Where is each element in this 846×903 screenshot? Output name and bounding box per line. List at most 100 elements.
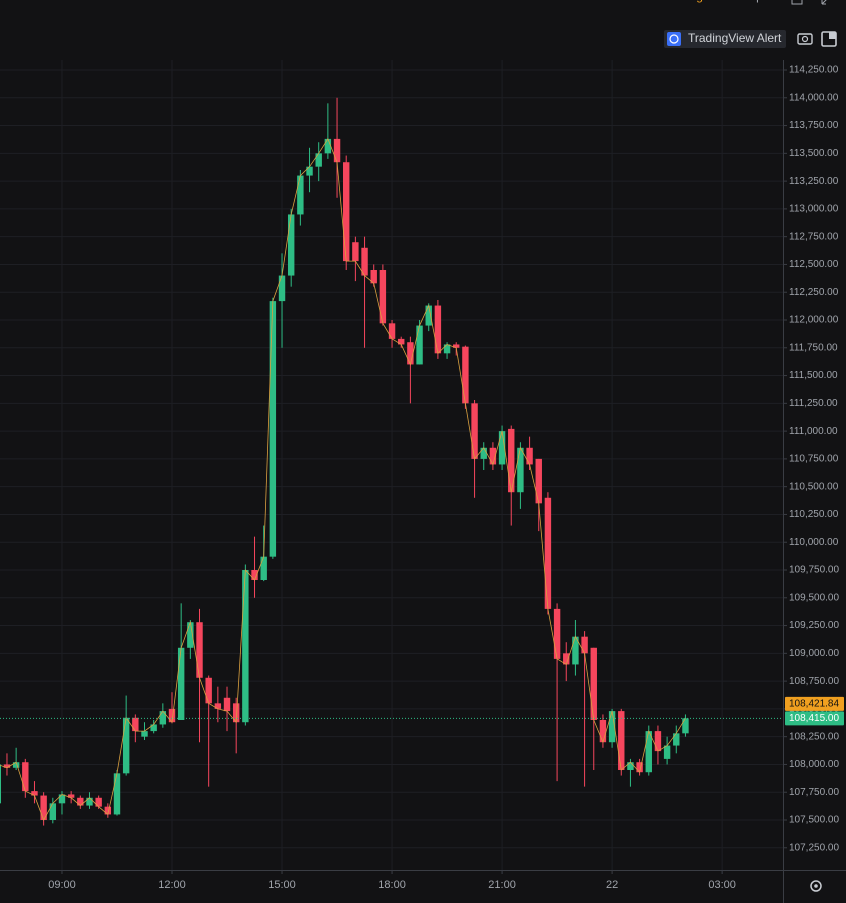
camera-lens [801,35,809,43]
y-tick-label: 110,000.00 [789,537,839,548]
expand-icon[interactable] [821,0,830,5]
y-tick-label: 110,250.00 [789,509,839,520]
x-tick-label: 22 [606,879,618,891]
y-tick-label: 109,750.00 [789,565,839,576]
candle-body [544,497,552,609]
y-tick-label: 111,500.00 [789,370,838,381]
view-tab[interactable]: Standard [602,0,651,3]
candle-body [645,731,652,773]
candle-body [489,447,497,465]
grid [0,60,783,870]
candles [0,97,689,826]
candle-body [77,797,84,806]
candle-body [141,731,148,737]
candle-body [471,403,478,459]
candle-body [526,447,533,465]
candle-body [196,622,203,678]
candle-body [508,428,515,493]
price-label-box [785,696,844,711]
candle-body [159,711,167,725]
y-tick-label: 107,500.00 [789,815,839,826]
candle-body [673,733,680,746]
candle-body [581,636,588,654]
candle-body [132,717,139,732]
y-tick-label: 113,250.00 [789,176,839,187]
x-tick-label: 21:00 [488,879,516,891]
candle-body [122,717,130,774]
settings-icon[interactable] [810,880,822,892]
x-tick-label: 12:00 [158,879,186,891]
candle-body [31,791,38,796]
candle-body [104,806,112,815]
alert-button[interactable] [664,30,786,48]
view-tab[interactable]: Depth [741,0,773,3]
candle-body [443,344,451,354]
x-tick-label: 09:00 [48,879,76,891]
candle-body [306,166,313,176]
candle-body [278,275,286,302]
candle-body [333,138,341,163]
candle-body [86,797,93,806]
candle-body [0,764,2,804]
candle-body [535,458,542,504]
candle-body [388,323,396,339]
y-tick-label: 110,750.00 [789,454,839,465]
candle-body [12,762,20,768]
candle-body [627,762,634,770]
x-tick-label: 18:00 [378,879,406,891]
layout-icon-fill [829,32,836,39]
candle-body [407,342,414,365]
y-tick-label: 113,500.00 [789,148,839,159]
candle-body [453,344,460,348]
candle-body [269,301,277,557]
y-tick-label: 108,000.00 [789,759,839,770]
candle-body [223,697,231,712]
x-tick-label: 15:00 [268,879,296,891]
y-tick-label: 110,500.00 [789,481,839,492]
candle-body [113,773,121,815]
alert-icon-clock [669,34,679,44]
candle-body [379,270,387,324]
candle-body [40,795,47,820]
candle-body [214,703,222,709]
y-tick-label: 111,750.00 [789,342,838,353]
alert-text[interactable]: TradingView Alert [688,31,782,45]
price-label: 108,415.00 [789,713,839,724]
candle-body [572,636,579,665]
candle-body [232,703,240,723]
candle-body [563,653,570,665]
candle-body [22,762,29,792]
y-tick-label: 113,750.00 [789,120,839,131]
candle-body [315,153,322,167]
alert-icon [667,32,681,46]
price-label: 108,421.84 [789,698,839,709]
x-tick-label: 03:00 [708,879,736,891]
candle-body [95,797,102,807]
candle-body [342,162,350,262]
candle-body [425,305,432,326]
settings-icon-center [814,884,818,888]
y-tick-label: 112,250.00 [789,287,839,298]
y-tick-label: 114,250.00 [789,65,839,76]
candle-body [58,794,66,804]
candle-body [517,447,524,493]
camera-icon[interactable] [797,33,813,45]
candle-body [297,175,304,215]
candle-body [590,647,597,720]
candle-body [608,711,616,743]
y-tick-label: 111,250.00 [789,398,838,409]
y-tick-label: 109,500.00 [789,592,839,603]
candle-body [416,325,423,365]
candle-body [168,708,176,723]
view-tab[interactable]: TradingView [663,0,729,3]
candle-body [187,622,194,648]
toolbar: TradingView Alert [664,0,837,48]
candle-body [553,608,561,659]
candle-body [251,570,258,580]
candle-body [636,762,643,773]
candle-body [177,647,185,720]
window-icon[interactable] [791,0,803,5]
y-tick-label: 112,750.00 [789,231,839,242]
candle-body [663,745,671,759]
